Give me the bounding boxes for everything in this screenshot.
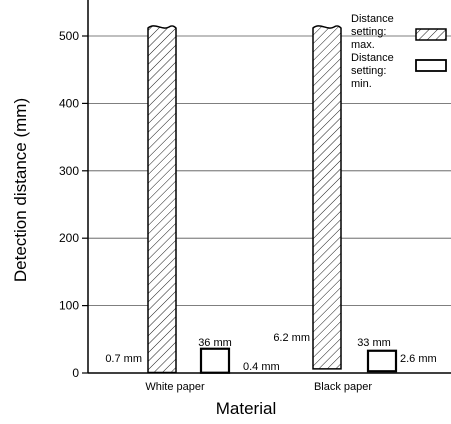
y-tick-label-400: 400: [59, 96, 79, 110]
legend-max-line-3: max.: [351, 39, 375, 51]
category-label-white-paper: White paper: [145, 381, 205, 393]
label-min-top-black: 33 mm: [357, 337, 391, 349]
legend: Distance setting: max. Distance setting:…: [351, 13, 447, 90]
y-tick-label-300: 300: [59, 164, 79, 178]
bar-labels: 0.7 mm 36 mm 0.4 mm 6.2 mm 33 mm 2.6 mm: [105, 332, 436, 373]
category-label-black-paper: Black paper: [314, 381, 372, 393]
legend-min-line-2: setting:: [351, 65, 386, 77]
y-tick-label-200: 200: [59, 231, 79, 245]
y-tick-label-0: 0: [72, 366, 79, 380]
legend-max-line-2: setting:: [351, 26, 386, 38]
y-axis-label: Detection distance (mm): [11, 98, 30, 282]
bars: [147, 25, 398, 374]
label-max-min-white: 0.7 mm: [105, 353, 142, 365]
label-min-min-white: 0.4 mm: [243, 361, 280, 373]
legend-max-swatch: [415, 28, 447, 41]
y-tick-label-100: 100: [59, 299, 79, 313]
label-min-top-white: 36 mm: [198, 337, 232, 349]
y-tick-label-500: 500: [59, 29, 79, 43]
y-axis-ticks: 0 100 200 300 400 500: [59, 29, 88, 380]
grid-lines: [88, 35, 451, 307]
legend-max-line-1: Distance: [351, 13, 394, 25]
legend-min-line-1: Distance: [351, 52, 394, 64]
bar-min-1: [366, 349, 398, 373]
label-min-min-black: 2.6 mm: [400, 353, 437, 365]
bar-max-0: [147, 25, 177, 374]
bar-max-1: [312, 25, 342, 370]
label-max-min-black: 6.2 mm: [273, 332, 310, 344]
legend-min-swatch: [415, 59, 447, 72]
x-axis-label: Material: [216, 399, 276, 418]
legend-min-line-3: min.: [351, 78, 372, 90]
bar-min-0: [199, 347, 231, 374]
